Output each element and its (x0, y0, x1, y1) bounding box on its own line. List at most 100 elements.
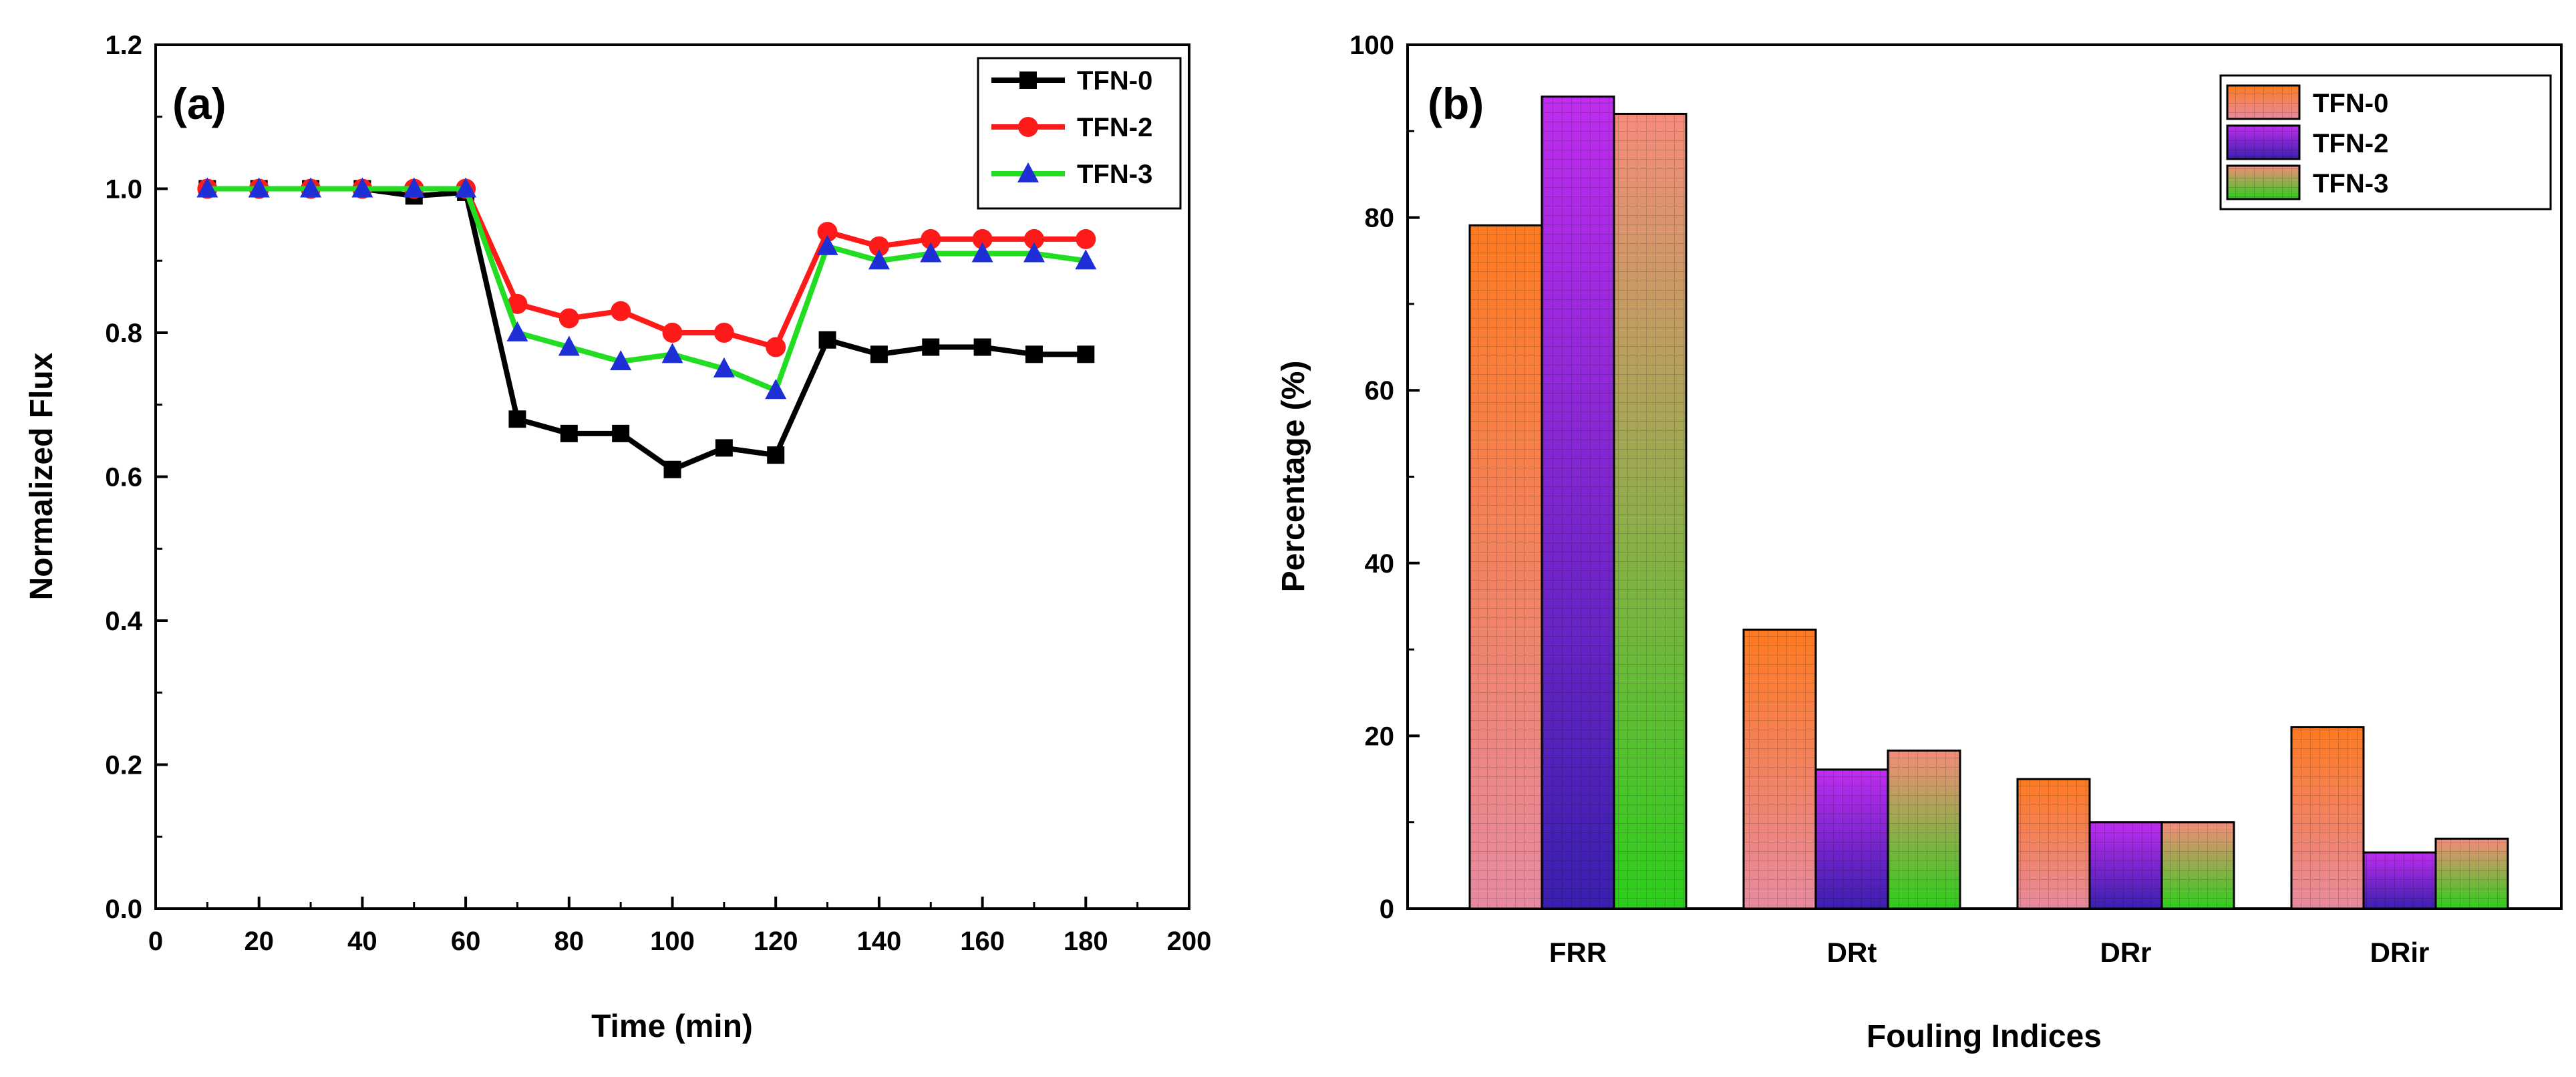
panel-a-series (196, 177, 1097, 478)
bar-outline-tfn-3 (2160, 821, 2235, 910)
legend-box-a (977, 57, 1182, 210)
bar-tfn-2 (2088, 821, 2163, 910)
y-tick-label: 0.4 (105, 607, 142, 636)
bar-tfn-0 (2016, 778, 2091, 910)
y-tick-label: 20 (1365, 722, 1395, 751)
legend-label-tfn-0: TFN-0 (1077, 66, 1152, 96)
panel-b-ylabel: Percentage (%) (1276, 361, 1311, 593)
x-tick-label: 120 (754, 927, 798, 956)
bar-tfn-0 (1742, 628, 1817, 910)
y-tick-label: 0.2 (105, 751, 142, 780)
data-point-tfn-2 (662, 323, 683, 343)
x-tick-label: 20 (244, 927, 274, 956)
x-tick-label: DRr (2100, 937, 2151, 968)
panel-b-bars (1468, 96, 2509, 910)
data-point-tfn-0 (560, 424, 578, 442)
series-line-tfn-2 (207, 186, 1086, 350)
data-point-tfn-2 (766, 337, 786, 357)
y-tick-label: 1.2 (105, 31, 142, 60)
data-point-tfn-3 (1075, 249, 1097, 270)
panel-a-ticks: 0 20 40 60 80 100 120 140 160 180 200 0.0 0.2 0.4 0.6 0… (105, 31, 1211, 956)
x-tick-label: 140 (857, 927, 902, 956)
legend-label-tfn-0: TFN-0 (2313, 89, 2388, 118)
data-point-tfn-0 (767, 446, 785, 464)
x-tick-label: 180 (1064, 927, 1108, 956)
x-tick-label: 60 (451, 927, 481, 956)
legend-marker-tfn-3 (1017, 162, 1039, 182)
bar-tfn-0 (2290, 726, 2365, 910)
legend-swatch-tfn-2 (2226, 124, 2301, 160)
panel-a-xlabel: Time (min) (591, 1009, 753, 1044)
series-line-tfn-0 (207, 186, 1086, 472)
series-tfn-0 (198, 180, 1095, 478)
x-tick-label: 40 (347, 927, 377, 956)
legend-label-tfn-2: TFN-2 (2313, 129, 2388, 158)
data-point-tfn-2 (713, 323, 734, 343)
data-point-tfn-2 (1076, 228, 1096, 249)
bar-outline-tfn-2 (2362, 851, 2437, 910)
x-tick-label: FRR (1549, 937, 1607, 968)
bar-outline-tfn-3 (1613, 112, 1687, 910)
data-point-tfn-2 (921, 228, 941, 249)
bar-tfn-0 (1468, 224, 1543, 910)
data-point-tfn-0 (922, 338, 940, 356)
data-point-tfn-3 (300, 177, 322, 198)
series-line-tfn-3 (207, 186, 1086, 394)
panel-a-label: (a) (172, 79, 226, 128)
bar-outline-tfn-0 (1742, 628, 1817, 910)
panel-b-ticks: 0 20 40 60 80 100 FRR DRt DRr DRir (1349, 31, 2429, 968)
x-tick-label: 160 (960, 927, 1005, 956)
data-point-tfn-3 (455, 177, 477, 198)
bar-tfn-2 (2362, 851, 2437, 910)
bar-outline-tfn-0 (2016, 778, 2091, 910)
data-point-tfn-2 (868, 236, 889, 257)
x-tick-label: DRt (1827, 937, 1877, 968)
y-tick-label: 60 (1365, 376, 1395, 406)
data-point-tfn-3 (816, 235, 838, 255)
data-point-tfn-3 (196, 177, 218, 198)
bar-outline-tfn-2 (2088, 821, 2163, 910)
data-point-tfn-2 (1023, 228, 1044, 249)
y-tick-label: 0 (1380, 895, 1394, 924)
data-point-tfn-3 (765, 379, 787, 400)
bar-outline-tfn-0 (1468, 224, 1543, 910)
data-point-tfn-0 (1077, 345, 1095, 363)
panel-b-xlabel: Fouling Indices (1867, 1019, 2102, 1054)
series-tfn-3 (196, 177, 1097, 400)
data-point-tfn-3 (403, 177, 425, 198)
data-point-tfn-3 (868, 249, 890, 270)
data-point-tfn-0 (818, 331, 836, 349)
legend-swatch-tfn-0 (2226, 84, 2301, 120)
y-tick-label: 100 (1349, 31, 1394, 60)
x-tick-label: DRir (2370, 937, 2430, 968)
data-point-tfn-2 (972, 228, 993, 249)
y-tick-label: 0.0 (105, 895, 142, 924)
data-point-tfn-2 (507, 293, 528, 314)
data-point-tfn-3 (713, 357, 735, 377)
bar-tfn-3 (2434, 837, 2509, 910)
data-point-tfn-3 (558, 335, 580, 356)
data-point-tfn-3 (661, 343, 683, 363)
data-point-tfn-0 (1025, 345, 1043, 363)
panel-b-legend: TFN-0 TFN-2 TFN-3 (2219, 74, 2552, 210)
data-point-tfn-3 (1023, 242, 1045, 263)
bar-tfn-3 (1613, 112, 1687, 910)
bar-tfn-2 (1541, 96, 1615, 910)
legend-label-tfn-2: TFN-2 (1077, 113, 1152, 142)
data-point-tfn-3 (971, 242, 993, 263)
bar-outline-tfn-3 (1887, 749, 1961, 910)
data-point-tfn-3 (351, 177, 373, 198)
bar-outline-tfn-0 (2290, 726, 2365, 910)
y-tick-label: 80 (1365, 204, 1395, 233)
x-tick-label: 80 (554, 927, 585, 956)
bar-tfn-3 (2160, 821, 2235, 910)
bar-outline-tfn-2 (1541, 96, 1615, 910)
data-point-tfn-0 (973, 338, 991, 356)
y-tick-label: 1.0 (105, 175, 142, 204)
data-point-tfn-0 (715, 439, 733, 457)
data-point-tfn-3 (610, 350, 632, 371)
legend-marker-tfn-2 (1018, 117, 1038, 137)
panel-b-bar-chart: 0 20 40 60 80 100 FRR DRt DRr DRir (b) Fouling In… (1276, 31, 2563, 1054)
